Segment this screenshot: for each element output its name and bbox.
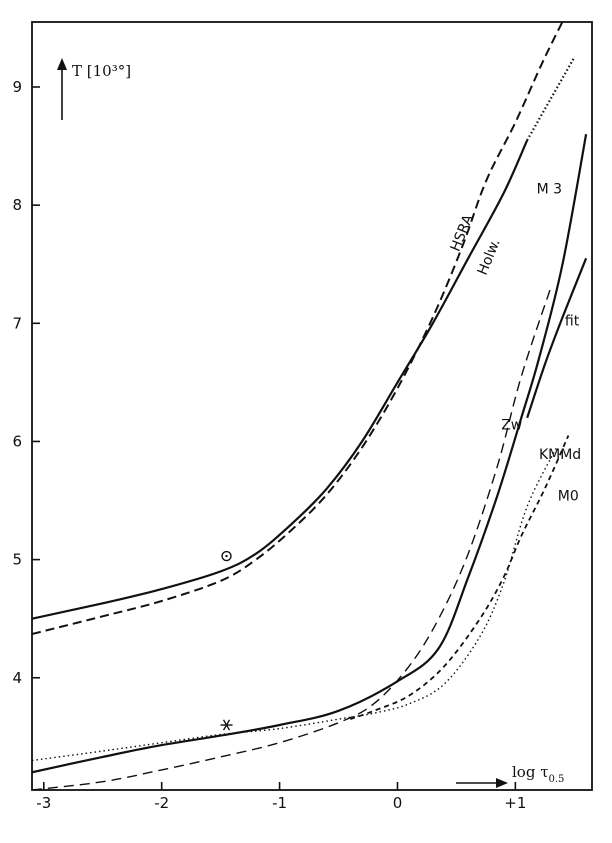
- x-tick-label: +1: [504, 794, 526, 812]
- x-axis-arrow-head: [496, 778, 508, 788]
- y-axis-arrow-head: [57, 58, 67, 70]
- y-tick-label: 9: [12, 78, 22, 96]
- curve-label: fit: [565, 314, 580, 330]
- y-tick-label: 4: [12, 669, 22, 687]
- series-line-holw-extension: [526, 56, 576, 141]
- curve-label: HSRA: [448, 212, 477, 254]
- sun-symbol-icon: [221, 550, 232, 562]
- series-group: [32, 22, 588, 790]
- series-line-hsra: [32, 22, 564, 635]
- x-tick-label: -2: [154, 794, 169, 812]
- y-tick-label: 8: [12, 196, 22, 214]
- x-tick-label: 0: [393, 794, 403, 812]
- x-axis-label: log τ0.5: [456, 763, 564, 788]
- curve-label: Zw: [501, 418, 522, 434]
- y-axis-label: T [10³°]: [57, 58, 131, 120]
- annotation-symbols: [220, 550, 233, 731]
- curve-label: M0: [558, 489, 579, 505]
- axis-ticks: -3 -2 -1 0 +1 4 5 6 7 8 9: [12, 78, 526, 812]
- x-axis-title-main: log τ: [512, 763, 549, 781]
- series-line-zw: [32, 287, 552, 790]
- curve-label: KMMd: [539, 447, 581, 463]
- curve-label: M 3: [537, 181, 562, 197]
- x-axis-title-subscript: 0.5: [549, 774, 565, 785]
- series-line-m0: [349, 435, 570, 720]
- series-line-kmmd: [32, 447, 558, 762]
- star-symbol-icon: [220, 719, 233, 731]
- y-tick-label: 7: [12, 314, 22, 332]
- series-line-holw: [32, 139, 529, 620]
- series-line-fit: [526, 257, 588, 419]
- y-axis-title: T [10³°]: [72, 62, 131, 80]
- x-tick-label: -1: [272, 794, 287, 812]
- y-tick-label: 6: [12, 432, 22, 450]
- curve-label: Holw.: [475, 237, 504, 278]
- plot-frame: [31, 21, 593, 791]
- y-tick-label: 5: [12, 551, 22, 569]
- series-line-m-3: [32, 134, 588, 774]
- x-axis-title: log τ0.5: [512, 763, 564, 785]
- x-tick-label: -3: [36, 794, 51, 812]
